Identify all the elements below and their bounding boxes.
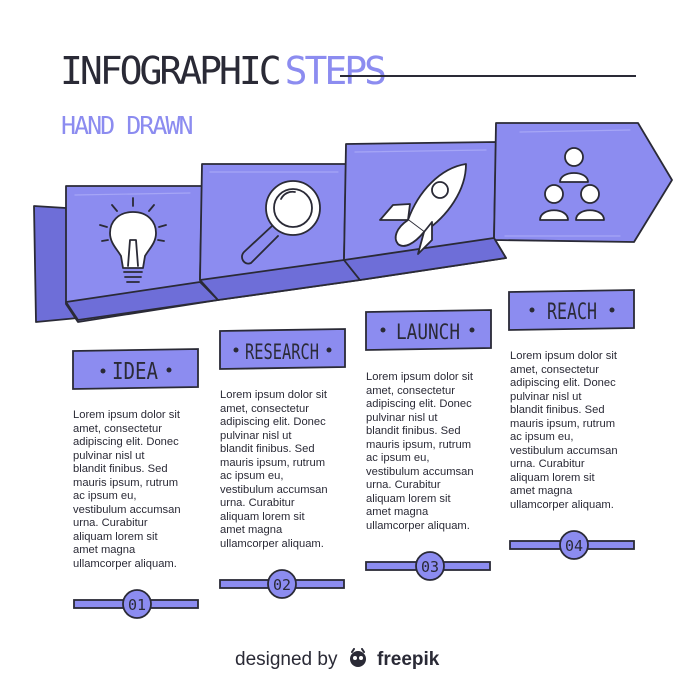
title-main: INFOGRAPHIC bbox=[60, 49, 282, 93]
freepik-logo-icon bbox=[349, 648, 366, 667]
title-accent: STEPS bbox=[284, 49, 387, 93]
step-number-marker: 02 bbox=[219, 569, 345, 599]
step-number-marker: 03 bbox=[365, 551, 491, 581]
step-description-reach: Lorem ipsum dolor sit amet, consectetur … bbox=[510, 350, 618, 511]
step-number-marker: 04 bbox=[509, 530, 635, 560]
step-description-research: Lorem ipsum dolor sit amet, consectetur … bbox=[220, 389, 328, 550]
step-label: IDEA bbox=[112, 359, 158, 385]
step-number: 01 bbox=[128, 596, 146, 614]
step-label: RESEARCH bbox=[245, 340, 319, 364]
lightbulb-icon bbox=[99, 197, 167, 283]
page-title: INFOGRAPHIC STEPS bbox=[60, 49, 387, 93]
rocket-icon bbox=[379, 163, 467, 255]
step-number: 04 bbox=[565, 537, 583, 555]
step-number: 03 bbox=[421, 558, 439, 576]
magnifier-icon bbox=[241, 180, 321, 265]
page-subtitle: HAND DRAWN bbox=[61, 111, 194, 140]
step-tag-idea: IDEA bbox=[72, 348, 199, 390]
step-number: 02 bbox=[273, 576, 291, 594]
team-icon bbox=[539, 147, 605, 221]
step-description-idea: Lorem ipsum dolor sit amet, consectetur … bbox=[73, 409, 181, 570]
step-tag-reach: REACH bbox=[508, 289, 635, 331]
step-number-marker: 01 bbox=[73, 589, 199, 619]
step-label: LAUNCH bbox=[396, 320, 460, 344]
credit-prefix: designed by bbox=[235, 649, 338, 670]
step-description-launch: Lorem ipsum dolor sit amet, consectetur … bbox=[366, 371, 474, 532]
step-tag-research: RESEARCH bbox=[219, 328, 346, 370]
title-divider bbox=[340, 75, 636, 77]
step-tag-launch: LAUNCH bbox=[365, 309, 492, 351]
credit-brand: freepik bbox=[377, 649, 440, 670]
credit-line: designed by freepik bbox=[235, 648, 439, 669]
step-label: REACH bbox=[547, 300, 597, 325]
